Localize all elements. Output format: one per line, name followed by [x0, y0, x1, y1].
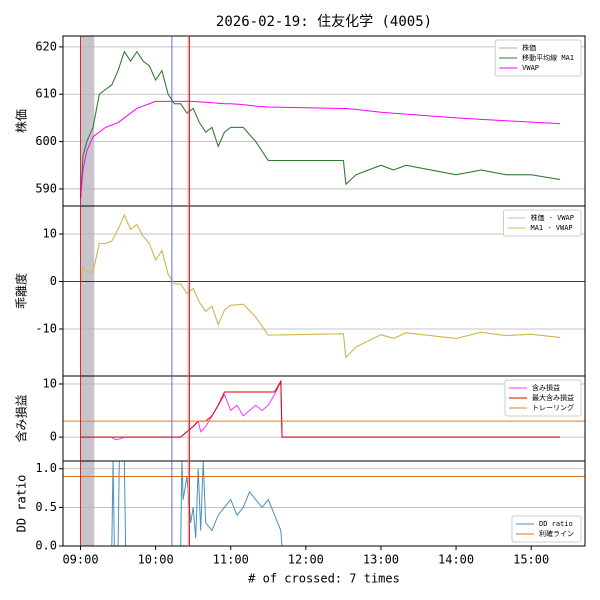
y-axis-label: DD ratio: [15, 475, 29, 533]
legend-label: 最大含み損益: [532, 393, 574, 402]
chart-title: 2026-02-19: 住友化学 (4005): [216, 14, 432, 30]
y-axis-label: 乖離度: [14, 273, 29, 309]
series-line: [80, 213, 561, 359]
x-tick-label: 09:00: [62, 553, 98, 567]
series-line: [80, 461, 560, 546]
legend-label: 含み損益: [532, 383, 560, 392]
legend-box: [494, 39, 582, 77]
x-tick-label: 14:00: [438, 553, 474, 567]
x-tick-label: 10:00: [138, 553, 174, 567]
x-tick-label: 13:00: [363, 553, 399, 567]
legend-label: 株価 - VWAP: [530, 213, 574, 222]
series-line: [80, 50, 561, 199]
y-axis-label: 含み損益: [14, 394, 29, 442]
legend-label: トレーリング: [532, 403, 574, 412]
y-tick-label: 0: [50, 274, 57, 288]
legend-label: 利確ライン: [539, 529, 574, 538]
y-tick-label: 590: [35, 181, 57, 195]
y-tick-label: 610: [35, 87, 57, 101]
y-tick-label: -10: [35, 321, 57, 335]
legend-box: [502, 209, 582, 237]
legend-box: [511, 515, 582, 543]
series-line: [80, 381, 560, 441]
legend-label: MA1 - VWAP: [530, 224, 572, 232]
x-tick-label: 15:00: [513, 553, 549, 567]
x-tick-label: 12:00: [288, 553, 324, 567]
y-tick-label: 10: [43, 376, 57, 390]
shaded-region: [80, 36, 95, 546]
legend-box: [504, 379, 582, 417]
legend-label: VWAP: [522, 64, 539, 72]
y-tick-label: 10: [43, 227, 57, 241]
legend-label: 株価: [522, 43, 536, 52]
y-tick-label: 620: [35, 39, 57, 53]
series-line: [80, 379, 560, 438]
panel-frame: [62, 460, 586, 547]
legend-label: DD ratio: [539, 520, 573, 528]
series-line: [80, 213, 561, 359]
legend-label: 移動平均線 MA1: [522, 53, 574, 62]
y-tick-label: 0.0: [35, 539, 57, 553]
y-tick-label: 0.5: [35, 500, 57, 514]
legend: 株価 - VWAP MA1 - VWAP: [502, 209, 582, 237]
x-tick-label: 11:00: [213, 553, 249, 567]
series-line: [80, 100, 560, 199]
y-axis-label: 株価: [14, 109, 29, 133]
y-tick-label: 600: [35, 134, 57, 148]
y-tick-label: 0: [50, 430, 57, 444]
y-tick-label: 1.0: [35, 461, 57, 475]
x-axis-label: # of crossed: 7 times: [248, 572, 400, 586]
